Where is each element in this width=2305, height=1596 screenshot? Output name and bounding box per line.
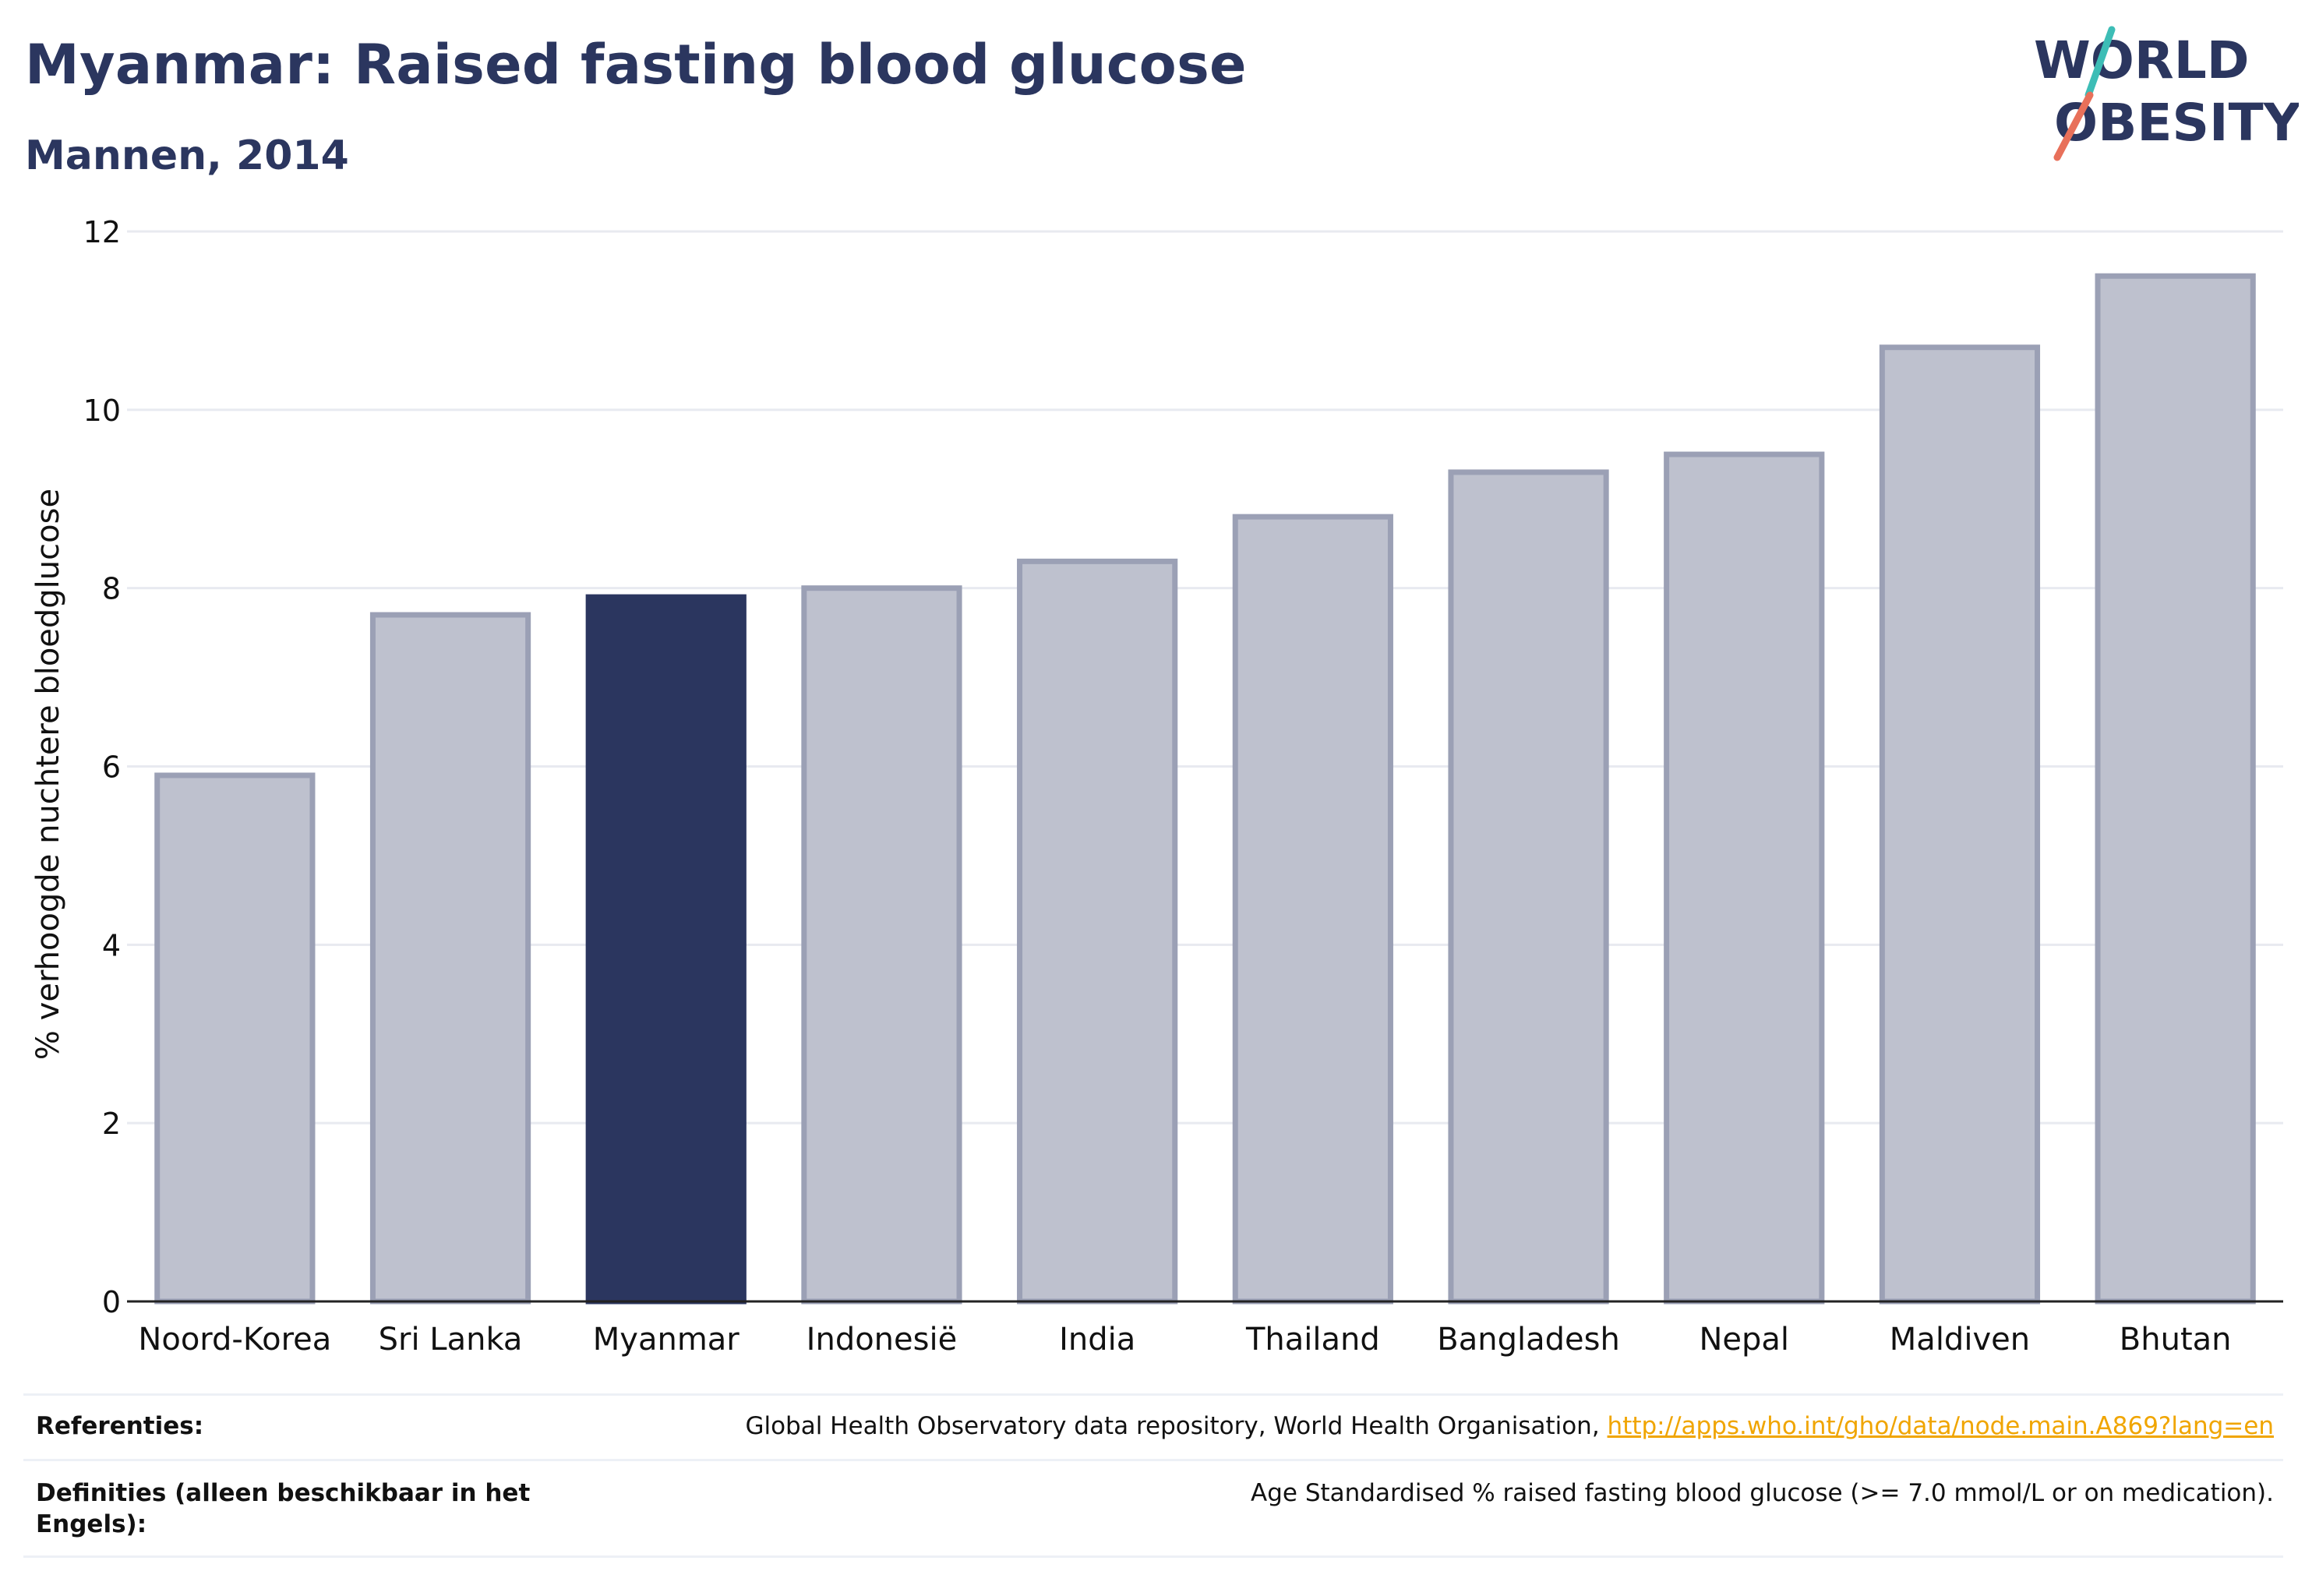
chart-subtitle: Mannen, 2014	[25, 132, 349, 179]
y-tick-label: 8	[102, 572, 121, 606]
bar-maldiven	[1879, 344, 2041, 1305]
y-tick-label: 0	[102, 1285, 121, 1319]
footer-divider-bottom	[23, 1555, 2283, 1558]
logo-line-2: OBESITY	[2054, 93, 2299, 153]
references-value: Global Health Observatory data repositor…	[745, 1411, 2274, 1442]
chart-title: Myanmar: Raised fasting blood glucose	[25, 33, 1247, 97]
x-tick-label: Sri Lanka	[379, 1322, 523, 1358]
bar-chart: 0 2 4 6 8 10 12 Noord-Korea Sri Lanka Myanmar Ind…	[30, 215, 2283, 1358]
y-tick-label: 6	[102, 750, 121, 785]
logo-slash-teal	[2084, 26, 2116, 99]
references-label: Referenties:	[36, 1412, 204, 1440]
logo-line-1: WORLD	[2034, 30, 2250, 90]
references-text: Global Health Observatory data repositor…	[745, 1412, 1600, 1440]
bar-indonesi-	[801, 585, 962, 1305]
references-link[interactable]: http://apps.who.int/gho/data/node.main.A…	[1607, 1412, 2274, 1440]
y-tick-label: 2	[102, 1107, 121, 1141]
y-axis-label: % verhoogde nuchtere bloedglucose	[30, 489, 66, 1060]
y-axis-ticks: 0 2 4 6 8 10 12	[83, 215, 121, 1319]
y-tick-label: 10	[83, 394, 121, 428]
bar-myanmar	[585, 594, 747, 1305]
x-tick-label: Bhutan	[2120, 1322, 2232, 1358]
x-tick-label: Bangladesh	[1437, 1322, 1620, 1358]
bar-nepal	[1664, 451, 1825, 1305]
x-tick-label: Thailand	[1245, 1322, 1380, 1358]
bar-bhutan	[2095, 273, 2256, 1305]
definitions-value: Age Standardised % raised fasting blood …	[1251, 1479, 2274, 1507]
y-tick-label: 12	[83, 215, 121, 249]
bars	[154, 273, 2256, 1305]
x-tick-label: Noord-Korea	[138, 1322, 331, 1358]
footer-divider-top	[23, 1393, 2283, 1396]
x-tick-label: Nepal	[1699, 1322, 1789, 1358]
definitions-label: Definities (alleen beschikbaar in het En…	[36, 1479, 531, 1538]
x-tick-label: India	[1059, 1322, 1135, 1358]
footer-divider-middle	[23, 1459, 2283, 1461]
bar-bangladesh	[1448, 469, 1609, 1305]
x-tick-label: Maldiven	[1890, 1322, 2030, 1358]
x-tick-label: Myanmar	[593, 1322, 740, 1358]
bar-india	[1017, 558, 1178, 1305]
bar-sri-lanka	[369, 612, 531, 1305]
bar-noord-korea	[154, 772, 316, 1305]
x-axis-categories: Noord-Korea Sri Lanka Myanmar Indonesië Indi…	[138, 1322, 2231, 1358]
x-tick-label: Indonesië	[807, 1322, 958, 1358]
y-tick-label: 4	[102, 928, 121, 962]
bar-thailand	[1232, 514, 1393, 1305]
world-obesity-logo: WORLD OBESITY	[2034, 26, 2299, 161]
logo-slash-coral	[2053, 91, 2094, 161]
